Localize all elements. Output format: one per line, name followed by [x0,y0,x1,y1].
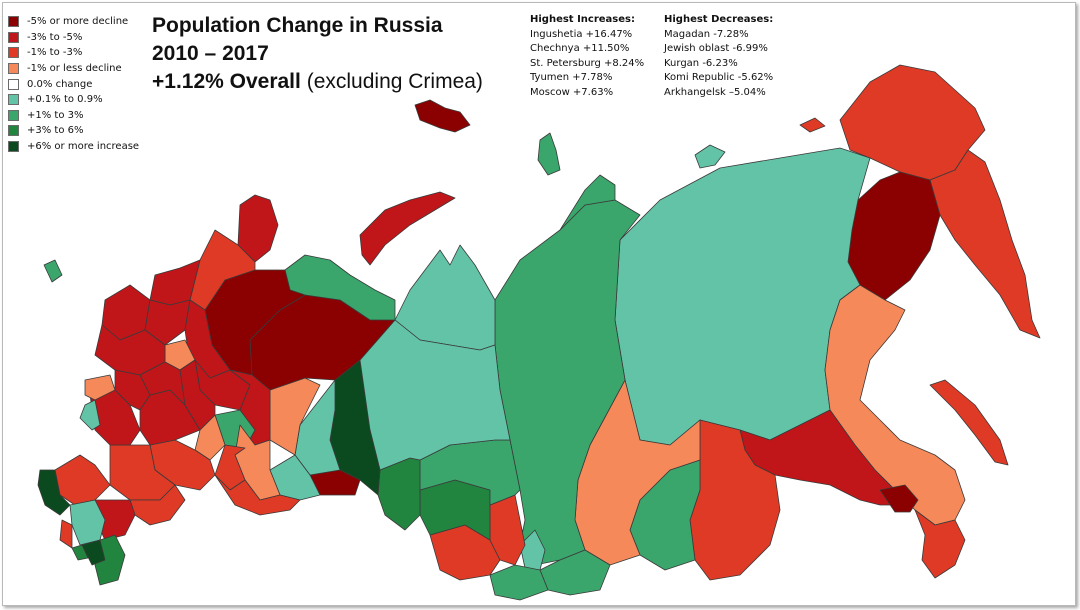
region-altai-rep [489,564,549,601]
overall-note: (excluding Crimea) [306,70,483,93]
region-chukotka [839,64,986,181]
legend-item: -1% or less decline [8,61,139,77]
legend-swatch [8,109,19,121]
title-years: 2010 – 2017 [152,42,269,65]
legend-label: 0.0% change [27,78,93,90]
region-kemerovo [489,494,526,566]
increases-heading: Highest Increases: [530,14,635,25]
legend-swatch [8,47,19,59]
region-omsk [377,457,421,531]
decreases-heading: Highest Decreases: [664,14,774,25]
legend-label: -1% to -3% [27,47,83,59]
legend-item: +6% or more increase [8,139,139,155]
legend-label: +1% to 3% [27,109,84,121]
region-kursk [79,399,101,431]
legend-label: -5% or more decline [27,16,129,28]
region-nizhny [179,359,216,431]
increase-item: Ingushetia +16.47% [530,28,633,40]
legend-item: -3% to -5% [8,30,139,46]
legend-swatch [8,141,19,153]
increase-item: Moscow +7.63% [530,86,614,98]
region-belgorod [84,374,116,401]
decrease-item: Jewish oblast -6.99% [664,43,768,55]
region-severnaya-zemlya [537,132,561,176]
legend-label: +3% to 6% [27,125,84,137]
region-rostov [54,454,111,506]
increase-item: Tyumen +7.78% [530,72,613,84]
region-primorye [914,509,966,579]
region-novosibirsk-islands [694,144,726,169]
legend-swatch [8,31,19,43]
region-astrakhan [129,484,186,526]
legend: -5% or more decline -3% to -5% -1% to -3… [8,14,139,154]
legend-swatch [8,125,19,137]
region-taimyr [559,174,616,231]
decrease-item: Arkhangelsk –5.04% [664,86,766,98]
region-tuva [539,549,611,596]
region-sakhalin [929,379,1009,466]
decrease-item: Kurgan -6.23% [664,57,738,69]
region-jewish-oblast [879,484,919,513]
title-line: Population Change in Russia [152,14,443,37]
legend-label: +6% or more increase [27,141,140,153]
legend-item: +1% to 3% [8,108,139,124]
region-wrangel [799,117,826,133]
map-title: Population Change in Russia 2010 – 2017 … [152,12,483,96]
increase-item: Chechnya +11.50% [530,43,630,55]
region-khakassia [519,529,546,571]
region-franz-josef [414,99,471,133]
region-krasnodar [37,469,71,516]
region-kamchatka [929,149,1041,339]
decrease-item: Komi Republic -5.62% [664,72,774,84]
legend-label: +0.1% to 0.9% [27,94,103,106]
region-novaya-zemlya [359,191,456,266]
region-magadan [847,171,941,301]
highest-decreases: Highest Decreases: Magadan -7.28% Jewish… [664,13,773,101]
legend-swatch [8,78,19,90]
legend-label: -1% or less decline [27,63,122,75]
legend-item: +3% to 6% [8,123,139,139]
legend-item: +0.1% to 0.9% [8,92,139,108]
region-ingushetia [71,544,89,561]
legend-item: -1% to -3% [8,45,139,61]
decrease-item: Magadan -7.28% [664,28,749,40]
title-overall: +1.12% Overall (excluding Crimea) [152,68,483,96]
increase-item: St. Petersburg +8.24% [530,57,645,69]
overall-value: +1.12% Overall [152,70,301,93]
region-chechnya [81,539,106,566]
legend-swatch [8,16,19,28]
legend-item: 0.0% change [8,76,139,92]
legend-swatch [8,63,19,75]
legend-item: -5% or more decline [8,14,139,30]
region-kaliningrad [43,259,63,283]
region-dagestan [94,534,126,586]
legend-swatch [8,94,19,106]
highest-increases: Highest Increases: Ingushetia +16.47% Ch… [530,13,644,101]
region-n-ossetia [59,519,73,549]
region-khabarovsk [824,284,966,526]
legend-label: -3% to -5% [27,31,83,43]
region-orenburg [214,474,301,516]
